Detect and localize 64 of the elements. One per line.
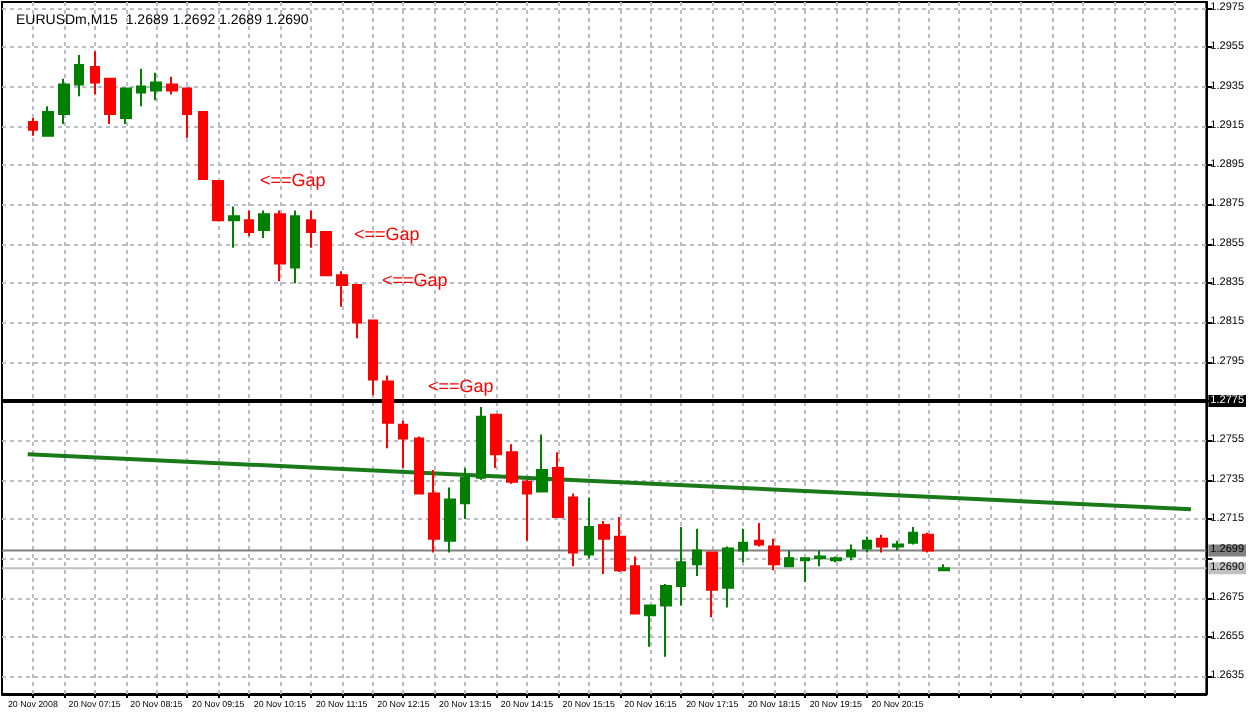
candlestick xyxy=(660,582,672,658)
candlestick xyxy=(290,209,300,285)
candlestick xyxy=(320,231,332,277)
candlestick xyxy=(58,77,70,125)
candlestick xyxy=(306,209,316,249)
candlestick xyxy=(104,77,116,125)
candlestick xyxy=(506,443,518,485)
candlestick xyxy=(800,557,810,583)
candlestick xyxy=(908,525,918,546)
candlestick xyxy=(738,527,748,564)
candlestick xyxy=(398,419,408,469)
candlestick xyxy=(428,468,440,554)
candlestick xyxy=(644,604,656,648)
candlestick xyxy=(552,451,564,519)
candlestick xyxy=(814,549,826,568)
candlestick xyxy=(336,270,348,308)
candlestick xyxy=(862,535,872,554)
candlestick xyxy=(460,466,470,521)
annotation: <==Gap xyxy=(382,270,448,290)
candlestick xyxy=(846,543,856,562)
annotation: <==Gap xyxy=(354,224,420,244)
candlestick xyxy=(598,520,610,576)
candlestick xyxy=(568,492,578,568)
candlestick xyxy=(166,75,178,96)
candlestick xyxy=(28,116,38,137)
candlestick xyxy=(536,433,548,493)
candlestick xyxy=(614,516,626,574)
candlestick xyxy=(120,87,132,125)
candlestick xyxy=(258,209,270,239)
candlestick xyxy=(414,435,424,495)
candlestick xyxy=(274,209,286,283)
candlestick xyxy=(830,555,842,564)
candlestick xyxy=(706,551,718,619)
candlestick xyxy=(198,111,208,180)
candlestick xyxy=(584,496,594,560)
candlestick xyxy=(382,374,394,450)
candlestick xyxy=(150,71,162,102)
candlestick xyxy=(228,205,240,249)
candlestick xyxy=(876,533,888,554)
annotation: <==Gap xyxy=(428,376,494,396)
candlestick xyxy=(754,521,764,548)
candlestick xyxy=(784,549,794,568)
candlestick xyxy=(352,284,362,340)
candlestick xyxy=(922,531,934,554)
candlestick xyxy=(476,405,486,481)
candlestick xyxy=(938,563,950,572)
candlestick xyxy=(444,486,456,554)
candlestick xyxy=(368,319,378,397)
candlestick xyxy=(722,545,734,609)
candlestick xyxy=(182,87,192,139)
candlestick xyxy=(212,179,224,222)
annotation: <==Gap xyxy=(260,170,326,190)
candlestick xyxy=(42,105,54,137)
candlestick xyxy=(522,478,532,542)
candlestick xyxy=(892,539,904,552)
candlestick xyxy=(692,527,702,578)
candlestick xyxy=(676,525,686,607)
candlestick xyxy=(768,537,780,572)
candlestick xyxy=(90,50,100,96)
candlestick xyxy=(490,413,502,469)
candlestick xyxy=(244,209,254,237)
candlestick xyxy=(136,67,146,108)
candlestick xyxy=(630,555,640,615)
candlestick xyxy=(74,54,84,98)
